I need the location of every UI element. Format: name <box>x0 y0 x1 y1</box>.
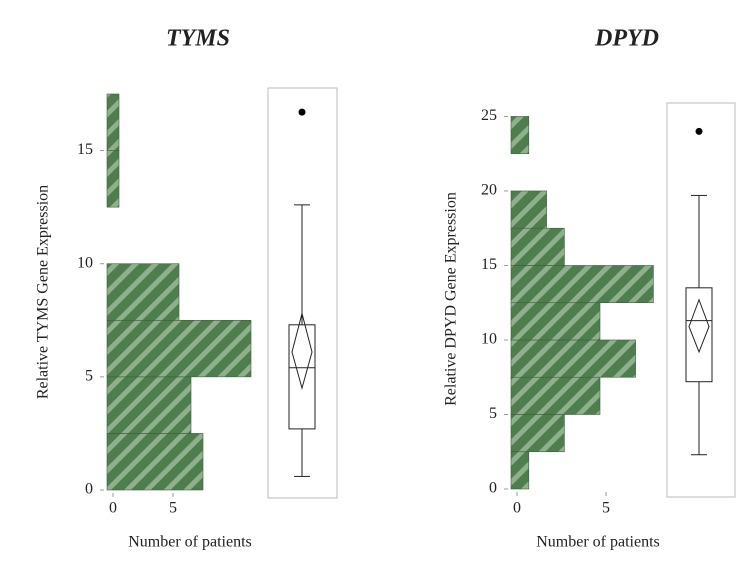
bar <box>510 376 601 415</box>
x-axis-label: Number of patients <box>536 534 660 551</box>
y-tick-label: 5 <box>85 368 93 385</box>
bar <box>510 339 636 378</box>
bar <box>510 414 565 453</box>
y-tick-label: 20 <box>481 182 497 199</box>
mean-diamond <box>688 298 710 354</box>
bar <box>106 319 252 378</box>
y-axis-label: Relative TYMS Gene Expression <box>35 185 52 399</box>
bar <box>106 150 120 208</box>
y-axis-label: Relative DPYD Gene Expression <box>443 192 460 406</box>
chart-title: TYMS <box>166 26 230 52</box>
x-axis-label: Number of patients <box>128 534 252 551</box>
bar <box>510 451 530 490</box>
y-tick-label: 15 <box>481 256 497 273</box>
bar <box>510 302 601 341</box>
outlier <box>695 127 703 135</box>
x-tick-label: 0 <box>513 500 521 517</box>
y-tick-label: 10 <box>77 254 93 271</box>
bar <box>106 376 192 434</box>
bar <box>106 433 204 491</box>
box <box>685 287 713 383</box>
box <box>288 324 316 430</box>
mean-diamond <box>291 311 313 391</box>
box-frame <box>267 87 338 499</box>
y-tick-label: 15 <box>77 141 93 158</box>
x-tick-label: 0 <box>109 500 117 517</box>
bar <box>510 265 654 304</box>
y-tick-label: 0 <box>489 480 497 497</box>
outlier <box>298 108 306 116</box>
bar <box>510 190 547 229</box>
bar <box>510 227 565 266</box>
y-tick-label: 0 <box>85 481 93 498</box>
y-tick-label: 5 <box>489 405 497 422</box>
x-tick-label: 5 <box>602 500 610 517</box>
bar <box>106 263 180 321</box>
y-tick-label: 10 <box>481 331 497 348</box>
box-frame <box>666 102 736 498</box>
chart-title: DPYD <box>594 26 659 52</box>
bar <box>510 116 530 155</box>
bar <box>106 93 120 151</box>
y-tick-label: 25 <box>481 107 497 124</box>
x-tick-label: 5 <box>169 500 177 517</box>
